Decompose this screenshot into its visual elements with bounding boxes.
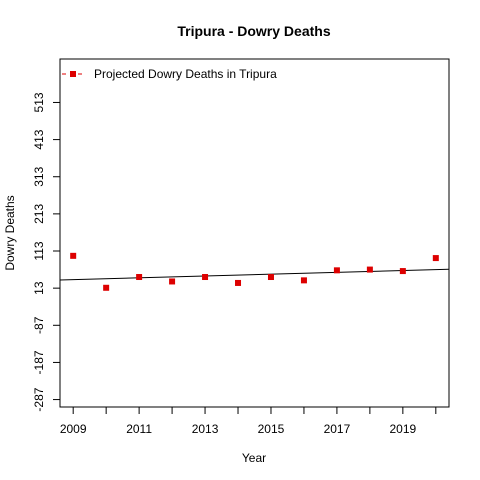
y-axis: -287 -187 -87 13 113 213 313 413 513 [32,92,60,412]
legend: Projected Dowry Deaths in Tripura [62,67,277,81]
legend-label: Projected Dowry Deaths in Tripura [94,67,277,81]
data-point [202,274,209,281]
data-point [267,274,274,281]
y-tick-label: -187 [32,350,46,374]
data-point [432,255,439,262]
data-point [366,266,373,273]
y-tick-label: 113 [32,241,46,260]
data-point [70,252,77,259]
y-tick-label: -287 [32,387,46,411]
plot-frame [59,58,450,408]
data-point [300,277,307,284]
x-tick-label: 2013 [192,422,219,436]
data-point [399,268,406,275]
data-point [333,267,340,274]
x-axis-label: Year [242,451,266,465]
y-tick-label: 513 [32,92,46,112]
x-tick-label: 2019 [389,422,416,436]
y-tick-label: 13 [32,281,46,295]
plot-area [59,252,450,291]
x-tick-label: 2015 [258,422,285,436]
data-point [169,278,176,285]
data-point [103,284,110,291]
trend-line [59,268,450,281]
x-axis: 2009 2011 2013 2015 2017 2019 [60,407,437,436]
x-tick-label: 2009 [60,422,87,436]
legend-marker-icon [70,71,76,77]
y-tick-label: 313 [32,166,46,186]
x-tick-label: 2011 [126,422,152,436]
data-point [235,279,242,286]
y-tick-label: 213 [32,204,46,224]
y-axis-label: Dowry Deaths [3,195,17,270]
y-tick-label: -87 [32,316,46,334]
chart-title: Tripura - Dowry Deaths [177,23,330,39]
y-tick-label: 413 [32,129,46,149]
x-tick-label: 2017 [324,422,351,436]
data-point [136,274,143,281]
